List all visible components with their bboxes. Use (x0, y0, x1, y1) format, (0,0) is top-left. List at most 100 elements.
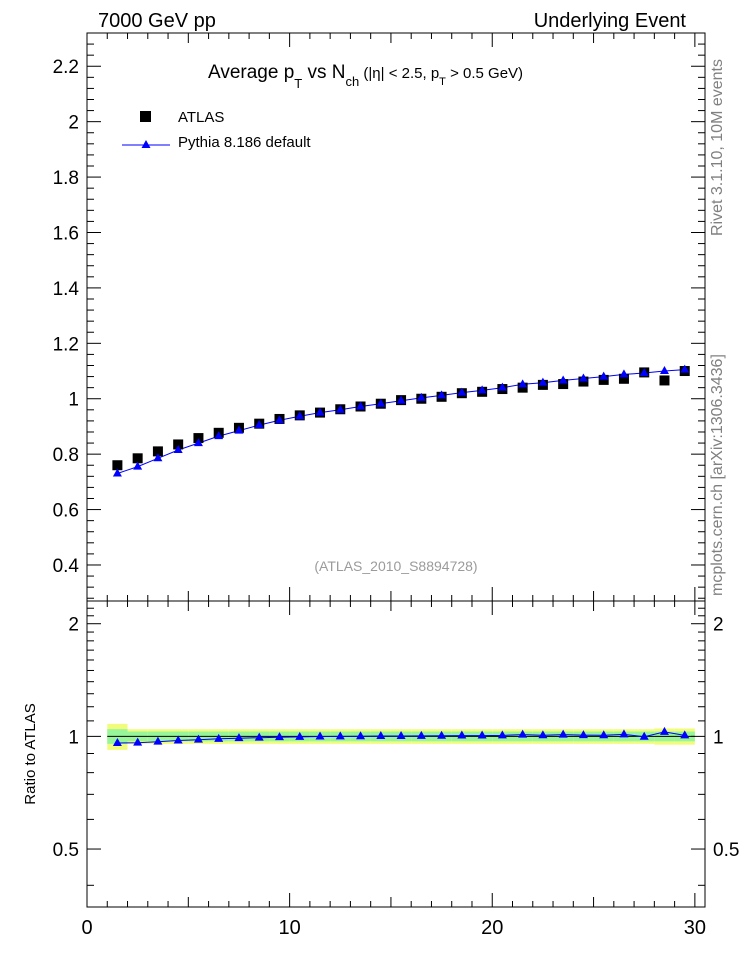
x-tick-label: 10 (278, 917, 300, 939)
atlas-data-point (173, 439, 184, 450)
atlas-data-point (578, 376, 589, 387)
ratio-data-point (112, 738, 122, 747)
pythia-data-point (437, 390, 447, 399)
ratio-data-point (396, 731, 406, 740)
pythia-data-point (356, 401, 366, 410)
ratio-data-point (457, 730, 467, 739)
legend-pythia-label: Pythia 8.186 default (178, 134, 311, 151)
pythia-data-point (112, 468, 122, 477)
x-tick-label: 30 (684, 917, 706, 939)
pythia-data-point (234, 425, 244, 434)
ratio-data-point (599, 730, 609, 739)
header-right-label: Underlying Event (534, 10, 687, 32)
ratio-data-point (538, 730, 548, 739)
ratio-data-point (274, 732, 284, 741)
legend-atlas-label: ATLAS (178, 109, 224, 126)
ratio-data-point (376, 731, 386, 740)
ratio-data-point (335, 731, 345, 740)
ratio-y-tick-label-left: 0.5 (53, 840, 79, 861)
y-tick-label: 2.2 (53, 57, 79, 78)
ratio-data-point (518, 729, 528, 738)
pythia-data-point (193, 438, 203, 447)
ratio-data-point (315, 731, 325, 740)
pythia-data-point (497, 382, 507, 391)
title-subscript: T (439, 76, 446, 88)
pythia-data-point (214, 431, 224, 440)
atlas-data-point (152, 446, 163, 457)
pythia-data-point (477, 385, 487, 394)
ratio-data-point (356, 731, 366, 740)
pythia-data-point (619, 369, 629, 378)
ratio-data-point (193, 734, 203, 743)
ratio-data-point (578, 730, 588, 739)
ratio-axes: 0.5 0.51 12 20 10 20 30 (53, 601, 739, 939)
pythia-data-point (416, 392, 426, 401)
ratio-data-point (254, 732, 264, 741)
pythia-data-point (335, 404, 345, 413)
main-axes: 0.4 0.6 0.8 1 1.2 1.4 1.6 1.8 2 2.2 (53, 33, 705, 601)
ratio-data-point (416, 730, 426, 739)
pythia-data-point (376, 398, 386, 407)
ratio-data-point (497, 730, 507, 739)
ratio-data-point (214, 733, 224, 742)
pythia-data-point (254, 420, 264, 429)
pythia-data-point (396, 395, 406, 404)
title-part: Average p (208, 62, 294, 83)
main-data-marks (112, 364, 690, 477)
ratio-plot-frame (86, 600, 706, 908)
ratio-data-point (639, 731, 649, 740)
ratio-y-axis-label: Ratio to ATLAS (22, 703, 39, 804)
y-tick-label: 0.4 (53, 556, 80, 577)
pythia-series-line (117, 369, 685, 474)
pythia-data-point (274, 415, 284, 424)
ratio-data-point (295, 731, 305, 740)
pythia-data-point (639, 367, 649, 376)
legend: ATLAS Pythia 8.186 default (122, 109, 311, 151)
atlas-data-point (132, 453, 143, 464)
ratio-data-marks (112, 726, 690, 747)
pythia-data-point (578, 373, 588, 382)
atlas-data-point (618, 373, 629, 384)
ratio-data-point (619, 729, 629, 738)
ratio-data-point (437, 730, 447, 739)
main-panel: 0.40.60.811.21.41.61.822.2 Average pT vs… (53, 32, 706, 602)
y-tick-label: 0.6 (53, 501, 79, 522)
atlas-data-point (517, 382, 528, 393)
x-tick-label: 20 (481, 917, 503, 939)
pythia-data-point (295, 411, 305, 420)
y-tick-label: 0.8 (53, 445, 79, 466)
pythia-data-point (457, 387, 467, 396)
y-tick-label: 1 (68, 390, 79, 411)
legend-pythia-marker (141, 140, 151, 148)
y-tick-label: 1.6 (53, 223, 79, 244)
title-part: (|η| < 2.5, p (359, 65, 439, 82)
atlas-data-point (112, 460, 123, 471)
pythia-data-point (315, 407, 325, 416)
ratio-y-tick-label-left: 1 (68, 727, 79, 748)
ratio-data-point (558, 729, 568, 738)
ratio-data-point (173, 735, 183, 744)
plot-title: Average pT vs Nch (|η| < 2.5, pT > 0.5 G… (208, 62, 523, 91)
y-tick-label: 1.8 (53, 168, 79, 189)
ratio-panel: 0.5 0.51 12 20 10 20 30 Ratio to ATLAS (22, 600, 739, 939)
legend-atlas-marker (140, 111, 151, 122)
ratio-data-point (680, 730, 690, 739)
mcplots-source-label: mcplots.cern.ch [arXiv:1306.3436] (709, 354, 726, 596)
pythia-data-point (133, 461, 143, 470)
atlas-data-point (558, 379, 569, 390)
y-tick-label: 1.4 (53, 279, 80, 300)
pythia-data-point (599, 371, 609, 380)
ratio-data-point (153, 736, 163, 745)
pythia-data-point (680, 364, 690, 373)
ratio-y-tick-label-right: 1 (713, 727, 724, 748)
atlas-data-point (598, 374, 609, 385)
rivet-version-label: Rivet 3.1.10, 10M events (709, 59, 726, 236)
title-part: vs N (302, 62, 345, 83)
title-subscript: T (294, 76, 302, 91)
pythia-data-point (518, 379, 528, 388)
header-left-label: 7000 GeV pp (98, 10, 216, 32)
x-tick-label: 0 (81, 917, 92, 939)
title-subscript: ch (346, 74, 360, 89)
y-tick-label: 2 (68, 113, 79, 134)
